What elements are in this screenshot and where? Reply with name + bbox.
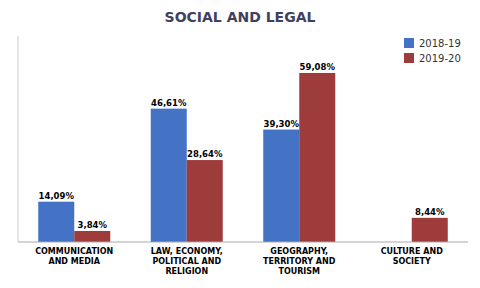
- legend-swatch: [404, 38, 414, 48]
- x-axis: [18, 242, 468, 243]
- data-label: 28,64%: [187, 149, 223, 159]
- bar: [74, 231, 110, 242]
- legend-label: 2018-19: [419, 38, 461, 49]
- bar: [38, 202, 74, 242]
- data-label: 3,84%: [78, 220, 108, 230]
- title: SOCIAL AND LEGAL: [165, 9, 316, 25]
- data-labels: 14,09% 46,61% 39,30% 3,84% 28,64% 59,08% 8,44%: [39, 62, 445, 230]
- data-label: 59,08%: [300, 62, 336, 72]
- x-tick-label: CULTURE ANDSOCIETY: [381, 247, 443, 266]
- y-axis-line: [18, 36, 19, 242]
- bar: [412, 218, 448, 242]
- bar: [187, 160, 223, 242]
- chart: SOCIAL AND LEGAL 14,09% 46,61% 39,30% 3,84% 2…: [0, 0, 480, 288]
- bar: [263, 130, 299, 242]
- bars: [38, 73, 448, 242]
- data-label: 39,30%: [264, 119, 300, 129]
- data-label: 46,61%: [151, 98, 187, 108]
- legend: 2018-19 2019-20: [404, 38, 461, 64]
- data-label: 8,44%: [415, 207, 445, 217]
- data-label: 14,09%: [39, 191, 75, 201]
- x-tick-label: GEOGRAPHY,TERRITORY ANDTOURISM: [263, 247, 336, 276]
- legend-label: 2019-20: [419, 53, 461, 64]
- bar: [151, 109, 187, 242]
- bar: [299, 73, 335, 242]
- x-tick-label: LAW, ECONOMY,POLITICAL ANDRELIGION: [151, 247, 223, 276]
- legend-swatch: [404, 53, 414, 63]
- x-tick-label: COMMUNICATIONAND MEDIA: [35, 247, 113, 266]
